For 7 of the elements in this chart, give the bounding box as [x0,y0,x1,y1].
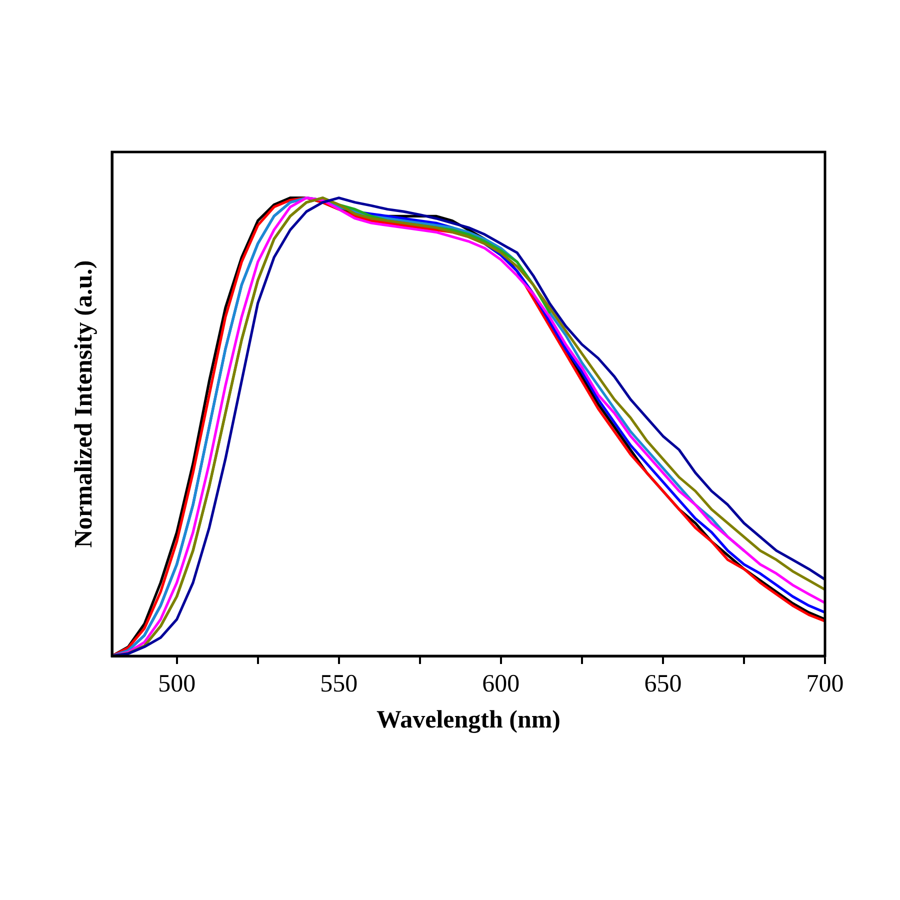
x-tick-label: 500 [158,670,196,698]
x-tick-label: 650 [644,670,682,698]
y-axis-title: Normalized Intensity (a.u.) [70,260,98,548]
x-tick-label: 600 [482,670,520,698]
x-tick-label: 700 [806,670,844,698]
x-tick-label: 550 [320,670,358,698]
x-axis-title: Wavelength (nm) [376,706,561,734]
